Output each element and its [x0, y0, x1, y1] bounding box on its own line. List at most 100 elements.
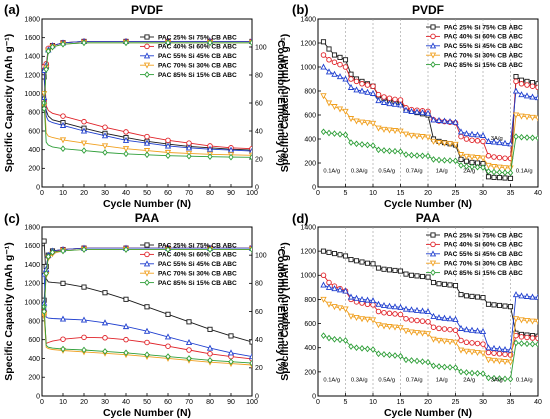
data-point — [452, 141, 459, 148]
data-point — [403, 151, 409, 158]
y2-tick-label: 80 — [255, 281, 263, 288]
data-point — [102, 149, 108, 156]
x-tick-label: 90 — [227, 399, 235, 406]
y-tick-label: 1600 — [24, 35, 40, 42]
data-point — [479, 350, 487, 357]
data-point — [414, 152, 420, 159]
series-line — [323, 275, 538, 356]
rate-label: 0.7A/g — [406, 169, 423, 175]
data-point — [320, 52, 327, 58]
data-point — [381, 266, 387, 272]
data-point — [408, 306, 415, 313]
data-point — [491, 174, 497, 180]
ce-point — [165, 246, 171, 253]
data-point — [479, 155, 487, 162]
data-point — [469, 163, 475, 171]
data-point — [507, 359, 514, 366]
legend-entry: PAC 70% Si 30% CB ABC — [158, 271, 237, 278]
data-point — [408, 132, 415, 139]
data-point — [513, 74, 519, 80]
data-point — [353, 78, 360, 85]
x-tick-label: 35 — [507, 399, 515, 406]
legend-entry: PAC 55% Si 45% CB ABC — [444, 43, 523, 50]
y-tick-label: 200 — [28, 375, 40, 382]
data-point — [381, 351, 387, 358]
data-point — [381, 309, 387, 316]
y2-axis-label: Coulombic Efficiency (%) — [275, 40, 287, 166]
data-point — [165, 311, 171, 317]
plot-area — [320, 39, 538, 181]
data-point — [485, 153, 492, 159]
data-point — [447, 282, 453, 288]
legend: PAC 25% Si 75% CB ABC PAC 40% Si 60% CB A… — [426, 24, 523, 69]
data-point — [144, 151, 150, 159]
y-tick-label: 400 — [304, 345, 316, 352]
data-point — [358, 316, 366, 323]
data-point — [435, 314, 443, 321]
data-point — [326, 249, 332, 255]
data-point — [364, 260, 371, 266]
data-point — [512, 291, 520, 298]
data-point — [408, 151, 415, 159]
data-point — [392, 267, 398, 274]
y-tick-label: 1600 — [24, 243, 40, 250]
series-line — [43, 70, 252, 152]
ce-point — [43, 270, 49, 277]
data-point — [403, 271, 409, 277]
data-point — [320, 272, 327, 279]
legend-entry: PAC 25% Si 75% CB ABC — [158, 34, 237, 41]
data-point — [123, 349, 129, 357]
data-point — [331, 59, 338, 65]
data-point — [397, 325, 404, 332]
data-point — [391, 324, 399, 331]
data-point — [59, 137, 67, 144]
data-point — [435, 116, 443, 123]
chart-title: PAA — [416, 211, 441, 225]
data-point — [485, 357, 492, 364]
data-point — [60, 336, 66, 342]
series-line — [323, 250, 538, 337]
legend-entry: PAC 25% Si 75% CB ABC — [444, 24, 523, 31]
series-3 — [320, 281, 538, 353]
data-point — [337, 61, 343, 68]
data-point — [165, 343, 171, 349]
y-tick-label: 600 — [28, 128, 40, 135]
data-point — [123, 296, 129, 302]
data-point — [370, 83, 376, 89]
data-point — [248, 152, 252, 159]
data-point — [364, 82, 371, 88]
series-4 — [320, 296, 538, 366]
data-point — [207, 326, 213, 332]
data-point — [403, 356, 409, 364]
data-point — [529, 134, 536, 142]
data-point — [534, 318, 538, 325]
x-tick-label: 30 — [101, 399, 109, 406]
data-point — [513, 133, 519, 140]
data-point — [463, 153, 470, 160]
rate-label: 0.1A/g — [516, 378, 533, 384]
data-point — [81, 284, 87, 290]
data-point — [436, 363, 442, 370]
data-point — [102, 335, 108, 341]
ce-point — [42, 105, 47, 112]
x-tick-label: 30 — [479, 399, 487, 406]
y-axis-label: Specific Capacity (mAh g⁻¹) — [3, 242, 15, 381]
data-point — [101, 143, 109, 150]
data-point — [452, 315, 459, 322]
data-point — [122, 146, 130, 153]
data-point — [165, 137, 171, 144]
y-tick-label: 800 — [304, 88, 316, 95]
data-point — [164, 333, 172, 340]
data-point — [430, 279, 437, 286]
data-point — [496, 175, 503, 181]
data-point — [397, 148, 404, 155]
data-point — [101, 132, 109, 139]
x-tick-label: 70 — [185, 190, 193, 197]
data-point — [469, 293, 475, 299]
rate-label: 0.5A/g — [378, 169, 395, 175]
data-point — [325, 100, 333, 107]
x-tick-label: 25 — [452, 190, 460, 197]
data-point — [469, 137, 475, 143]
data-point — [474, 327, 481, 334]
